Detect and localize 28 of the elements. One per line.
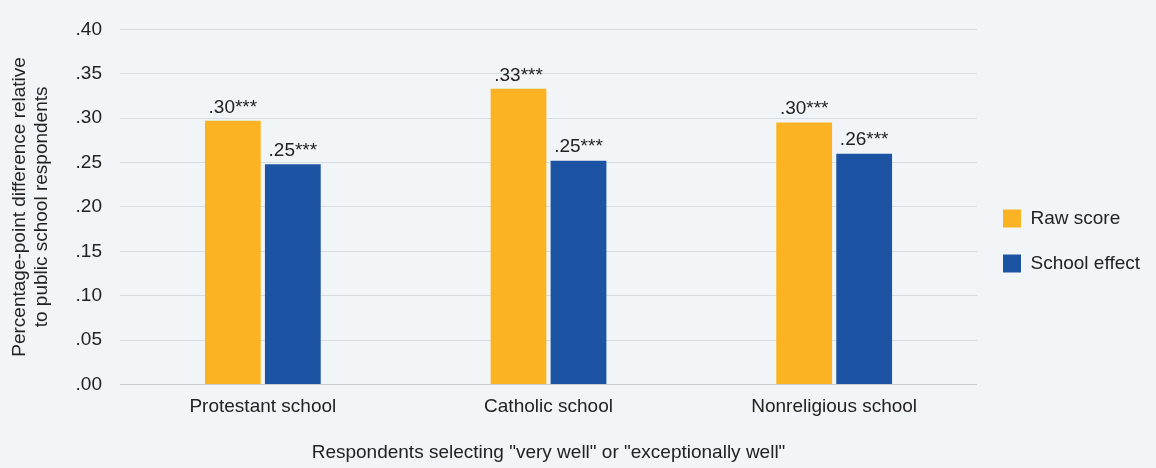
y-tick-label: .20 (75, 195, 103, 217)
y-axis-title: Percentage-point difference relative to public school respondents (7, 57, 52, 357)
data-label: .30*** (779, 97, 830, 119)
y-tick-label: .40 (75, 17, 103, 39)
x-tick-label: Nonreligious school (751, 395, 918, 417)
bar (204, 120, 261, 384)
legend-label: School effect (1030, 251, 1141, 273)
data-label: .26*** (839, 128, 890, 150)
data-label: .25*** (268, 139, 318, 161)
y-tick-label: .05 (75, 328, 103, 350)
data-label: .33*** (494, 63, 544, 85)
x-tick-label: Catholic school (484, 395, 613, 417)
y-tick-label: .10 (75, 283, 103, 305)
bar (264, 164, 321, 384)
y-tick-label: .25 (75, 150, 103, 172)
x-axis-title: Respondents selecting "very well" or "exceptionally well" (311, 440, 786, 462)
data-label: .25*** (554, 135, 604, 157)
y-tick-label: .15 (75, 239, 103, 261)
bar (550, 160, 607, 384)
x-tick-label: Protestant school (189, 395, 337, 417)
bar (490, 88, 547, 384)
y-tick-label: .30 (75, 106, 103, 128)
data-label: .30*** (208, 95, 258, 117)
y-tick-label: .35 (75, 62, 103, 84)
bar (836, 153, 893, 384)
bar (776, 122, 833, 384)
legend-label: Raw score (1030, 206, 1121, 228)
y-tick-label: .00 (75, 372, 103, 394)
